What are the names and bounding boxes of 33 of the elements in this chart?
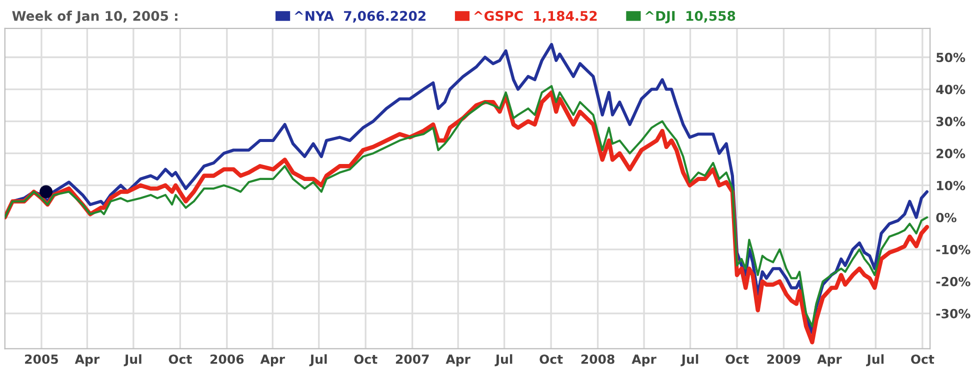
y-tick-label: 50% — [936, 52, 966, 62]
x-tick-label: Jul — [680, 354, 698, 366]
y-tick-label: 0% — [936, 212, 956, 222]
x-tick-label: Oct — [540, 354, 563, 364]
x-tick-label: Jul — [494, 354, 512, 366]
y-tick-label: 20% — [936, 148, 966, 158]
legend-label: ^DJI 10,558 — [645, 10, 736, 24]
y-tick-label: 30% — [936, 116, 966, 126]
y-tick-label: 10% — [937, 180, 966, 190]
x-tick-label: Apr — [632, 354, 656, 366]
x-tick-label: Jul — [124, 354, 142, 366]
x-tick-label: Jul — [309, 354, 327, 366]
y-tick-label: -20% — [936, 276, 970, 286]
x-tick-label: Oct — [911, 354, 934, 364]
legend-label: ^NYA 7,066.2202 — [294, 10, 426, 23]
x-tick-label: 2007 — [396, 354, 429, 364]
x-tick-label: 2005 — [25, 354, 58, 364]
x-tick-label: Oct — [168, 354, 192, 364]
x-tick-label: 2008 — [581, 354, 614, 364]
x-tick-label: Apr — [74, 354, 100, 366]
x-tick-label: Oct — [354, 354, 378, 364]
x-tick-label: Jul — [866, 354, 884, 366]
x-tick-label: Apr — [817, 354, 842, 366]
y-tick-label: -30% — [936, 308, 970, 318]
x-tick-label: 2006 — [210, 354, 244, 364]
x-tick-label: 2009 — [767, 354, 800, 364]
x-tick-label: Oct — [726, 354, 749, 364]
y-tick-label: -10% — [936, 244, 970, 254]
legend-label: ^GSPC 1,184.52 — [474, 10, 597, 23]
x-tick-label: Apr — [446, 354, 470, 366]
y-tick-label: 40% — [936, 84, 966, 94]
x-tick-label: Apr — [260, 354, 285, 366]
chart-title: Week of Jan 10, 2005 : — [12, 10, 178, 24]
